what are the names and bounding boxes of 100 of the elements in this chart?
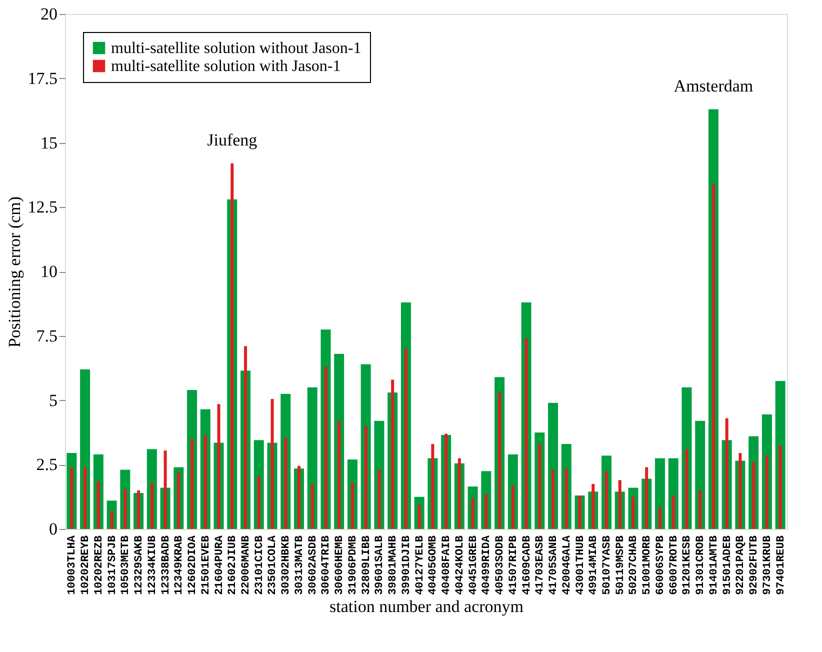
- bar: [752, 462, 756, 529]
- bar: [524, 338, 528, 529]
- bar: [458, 458, 461, 529]
- x-tick-label: 12349KRAB: [174, 535, 186, 595]
- bar: [685, 449, 688, 529]
- bar: [538, 444, 542, 529]
- x-tick-label: 12338BADB: [160, 535, 172, 595]
- bar: [404, 348, 408, 529]
- bar: [698, 490, 702, 529]
- x-tick-label: 23501COLA: [267, 535, 280, 595]
- x-tick-label: 66006SYPB: [654, 535, 667, 595]
- bar: [310, 484, 314, 529]
- bar: [190, 438, 194, 529]
- bar: [110, 510, 114, 529]
- x-tick-label: 50107YASB: [602, 535, 614, 595]
- x-tick-label: 50207CHAB: [628, 535, 640, 595]
- bar: [217, 404, 220, 529]
- bar: [364, 426, 368, 529]
- x-tick-label: 30602ASDB: [307, 535, 320, 595]
- x-tick-label: 50119MSPB: [614, 535, 627, 595]
- x-tick-label: 40451GREB: [468, 535, 480, 595]
- bar: [778, 445, 782, 529]
- x-tick-label: 49914MIAB: [588, 535, 600, 595]
- bar: [324, 366, 328, 529]
- bar: [632, 496, 635, 529]
- x-tick-label: 10202REZB: [93, 535, 106, 595]
- bar: [257, 476, 260, 529]
- y-tick-label: 15: [40, 133, 58, 152]
- bar: [645, 467, 648, 529]
- bar: [654, 458, 665, 529]
- bar: [712, 184, 715, 529]
- y-tick-label: 20: [40, 4, 58, 24]
- bar: [672, 496, 675, 529]
- bar: [378, 470, 381, 529]
- bar: [578, 496, 582, 529]
- x-tick-label: 97401REUB: [775, 535, 788, 595]
- x-tick-label: 21602JIUB: [227, 535, 240, 595]
- x-tick-label: 41703EASB: [534, 535, 547, 595]
- x-tick-label: 42004GALA: [561, 535, 574, 595]
- bar: [284, 438, 288, 529]
- x-tick-label: 32809LIBB: [360, 535, 373, 595]
- bar: [244, 346, 247, 529]
- x-tick-label: 40405GOMB: [428, 535, 440, 595]
- bar: [84, 467, 87, 529]
- x-tick-label: 91201KESB: [682, 535, 694, 595]
- x-tick-label: 12334KIUB: [146, 535, 159, 595]
- x-tick-label: 39901DJIB: [400, 535, 413, 595]
- x-tick-label: 21604PURA: [214, 535, 226, 595]
- x-tick-label: 40424KOLB: [454, 535, 466, 595]
- legend-label: multi-satellite solution without Jason-1: [111, 40, 362, 57]
- bar: [270, 398, 274, 529]
- x-tick-label: 92201PAQB: [735, 535, 748, 595]
- y-tick-label: 12.5: [28, 198, 58, 217]
- x-tick-label: 21501EVEB: [200, 535, 212, 595]
- bar: [471, 498, 474, 529]
- bar: [484, 494, 488, 529]
- legend-label: multi-satellite solution with Jason-1: [111, 58, 341, 75]
- x-tick-label: 43001THUB: [574, 535, 587, 595]
- bar: [230, 163, 234, 529]
- x-tick-label: 92902FUTB: [748, 535, 761, 595]
- bar: [204, 435, 207, 529]
- y-tick-label: 2.5: [36, 455, 58, 474]
- bar: [765, 456, 768, 529]
- x-tick-label: 39601SALB: [374, 535, 386, 595]
- bar: [592, 484, 595, 529]
- x-tick-label: 22006MANB: [240, 535, 252, 595]
- bar: [738, 453, 742, 529]
- x-tick-label: 91401AMTB: [708, 535, 720, 595]
- x-tick-label: 23101CICB: [254, 535, 266, 595]
- bar: [350, 482, 354, 529]
- x-tick-label: 66007ROTB: [668, 535, 680, 595]
- bar: [391, 380, 394, 529]
- bar: [444, 434, 448, 529]
- x-tick-label: 91301CROB: [695, 535, 708, 595]
- x-tick-label: 10503METB: [120, 535, 132, 595]
- x-tick-label: 31906PDMB: [347, 535, 360, 595]
- bar: [124, 489, 127, 529]
- x-tick-label: 30302HBKB: [280, 535, 293, 595]
- bar: [511, 485, 514, 529]
- x-tick-label: 10317SPJB: [106, 535, 119, 595]
- x-tick-label: 97301KRUB: [762, 535, 774, 595]
- x-tick-label: 30313MATB: [294, 535, 306, 595]
- x-tick-label: 41609CADB: [521, 535, 534, 595]
- bar: [725, 418, 728, 529]
- x-tick-label: 39801MAHB: [388, 535, 400, 595]
- bar: [70, 467, 74, 529]
- x-tick-label: 10202REYB: [80, 535, 92, 595]
- bar: [605, 471, 608, 529]
- x-tick-label: 51001MORB: [642, 535, 654, 595]
- y-tick-label: 17.5: [28, 68, 58, 88]
- x-tick-label: 10003TLHA: [66, 535, 79, 595]
- y-tick-label: 0: [49, 520, 58, 538]
- bar: [431, 444, 434, 529]
- bar: [564, 468, 568, 529]
- x-tick-label: 40499RIDA: [481, 535, 494, 595]
- y-axis-title: Positioning error (cm): [4, 196, 24, 348]
- bar: [658, 507, 662, 529]
- y-tick-label: 10: [40, 262, 58, 281]
- bar: [498, 392, 502, 529]
- x-tick-label: 91501ADEB: [722, 535, 734, 595]
